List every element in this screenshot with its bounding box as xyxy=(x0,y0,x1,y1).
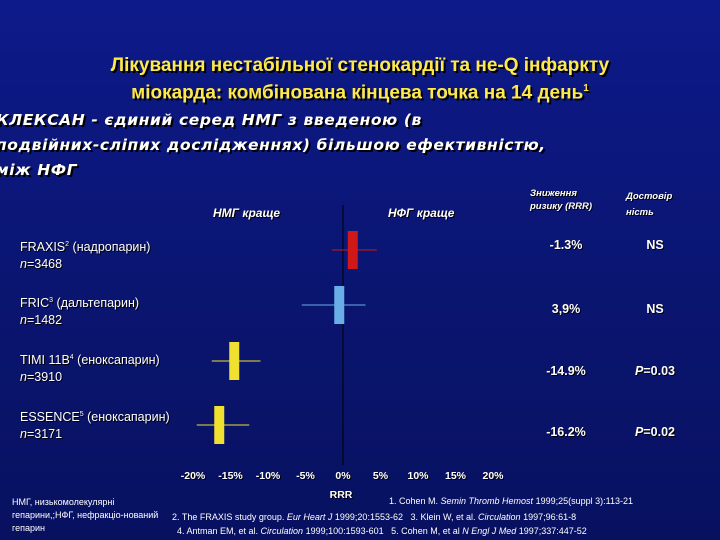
subtitle-line-2: подвійних-сліпих дослідженнях) більшою е… xyxy=(0,136,546,154)
rrr-header: Зниження ризику (RRR) xyxy=(530,188,593,212)
subtitle-line-3: між НФГ xyxy=(0,161,78,179)
point-estimate-essence xyxy=(214,406,225,444)
title-ref: 1 xyxy=(583,83,589,94)
x-tick-label: -5% xyxy=(296,470,315,482)
trial-label: FRAXIS2 (надропарин) n=3468 xyxy=(20,240,151,272)
x-tick-label: 20% xyxy=(482,470,504,482)
title-line-1: Лікування нестабільної стенокардії та не… xyxy=(110,55,610,76)
lmwh-better-label: НМГ краще xyxy=(213,206,281,220)
x-axis-label: RRR xyxy=(329,489,353,501)
rrr-value: 3,9% xyxy=(551,302,581,316)
rrr-value: -16.2% xyxy=(546,425,586,439)
x-tick-label: 10% xyxy=(407,470,429,482)
significance-value: NS xyxy=(646,238,664,252)
x-tick-label: -10% xyxy=(255,470,281,482)
slide-subtitle: КЛЕКСАН - єдиний серед НМГ з введеною (в… xyxy=(0,108,720,183)
significance-value: P=0.03 xyxy=(635,364,675,378)
significance-value: NS xyxy=(646,302,664,316)
reference-2-3: 2. The FRAXIS study group. Eur Heart J 1… xyxy=(172,512,577,522)
point-estimate-timi-11b xyxy=(229,342,240,380)
subtitle-line-1: КЛЕКСАН - єдиний серед НМГ з введеною (в xyxy=(0,111,422,129)
significance-header: Достовір ність xyxy=(626,191,673,218)
ufh-better-label: НФГ краще xyxy=(388,206,455,220)
x-tick-label: 0% xyxy=(335,470,351,482)
slide-title: Лікування нестабільної стенокардії та не… xyxy=(0,54,720,104)
reference-1: 1. Cohen M. Semin Thromb Hemost 1999;25(… xyxy=(389,496,633,506)
reference-4-5: 4. Antman EM, et al. Circulation 1999;10… xyxy=(177,526,587,536)
rrr-value: -14.9% xyxy=(546,364,586,378)
trial-label: TIMI 11B4 (еноксапарин) n=3910 xyxy=(20,353,160,385)
title-line-2: міокарда: комбінована кінцева точка на 1… xyxy=(131,82,584,104)
point-estimate-fric xyxy=(334,286,345,324)
x-tick-label: -20% xyxy=(180,470,206,482)
abbreviations-note: НМГ, низькомолекулярні гепарини,;НФГ, не… xyxy=(12,497,159,533)
point-estimate-fraxis xyxy=(347,231,358,269)
trial-label: ESSENCE5 (еноксапарин) n=3171 xyxy=(20,410,170,442)
x-tick-label: -15% xyxy=(218,470,243,482)
significance-value: P=0.02 xyxy=(635,425,675,439)
rrr-value: -1.3% xyxy=(549,238,583,252)
trial-label: FRIC3 (дальтепарин) n=1482 xyxy=(20,296,140,328)
x-tick-label: 15% xyxy=(444,470,467,482)
x-tick-label: 5% xyxy=(372,470,389,482)
